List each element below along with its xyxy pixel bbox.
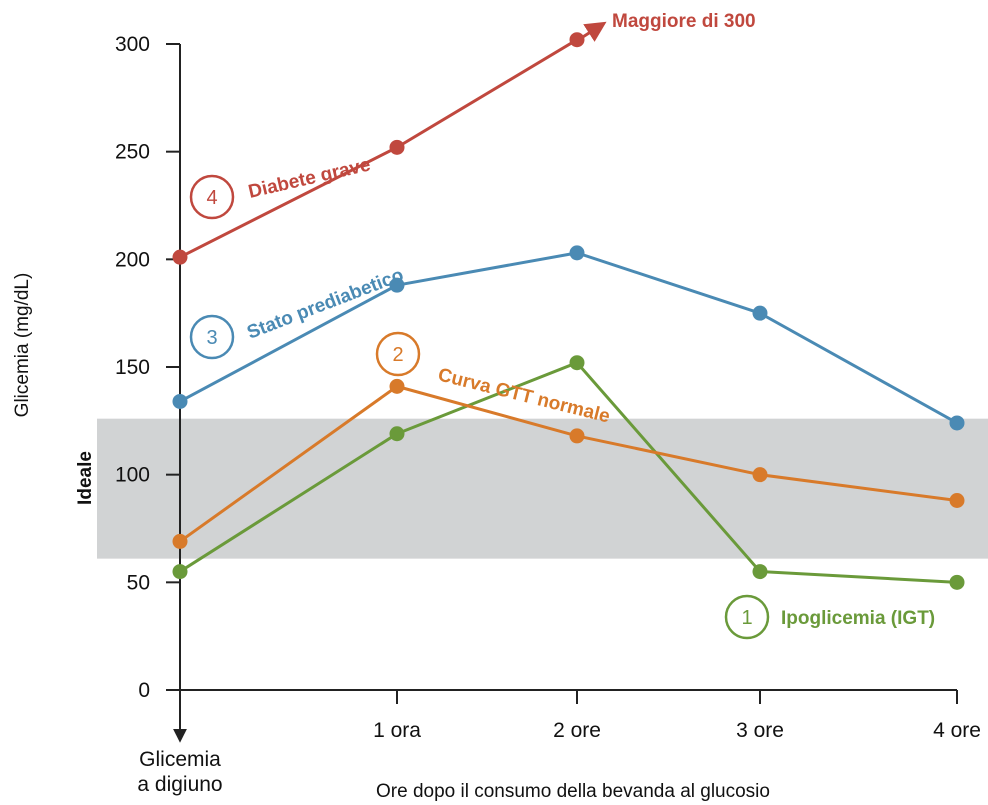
series-point-4 xyxy=(172,249,188,265)
exceeds-300-arrow xyxy=(574,21,607,44)
series-point-3 xyxy=(389,277,405,293)
series-1-tag: 1 Ipoglicemia (IGT) xyxy=(724,594,935,640)
series-point-1 xyxy=(172,564,188,580)
y-ticks: 0 50 100 150 200 250 300 xyxy=(115,33,180,702)
x-tick-label: 1 ora xyxy=(373,719,421,742)
series-point-3 xyxy=(172,393,188,409)
series-point-2 xyxy=(752,467,768,483)
series-point-2 xyxy=(172,533,188,549)
y-tick-label: 200 xyxy=(115,248,150,271)
series-point-3 xyxy=(949,415,965,431)
y-tick-label: 250 xyxy=(115,141,150,164)
series-1-badge xyxy=(724,594,770,640)
x-tick-label: a digiuno xyxy=(137,773,222,796)
series-4-badge-number: 4 xyxy=(206,187,217,209)
y-tick-label: 150 xyxy=(115,356,150,379)
series-1-label: Ipoglicemia (IGT) xyxy=(781,608,935,629)
series-layer xyxy=(172,32,965,590)
series-3-badge xyxy=(189,314,235,360)
x-tick-label: 3 ore xyxy=(736,719,784,742)
series-point-3 xyxy=(569,245,585,261)
series-point-1 xyxy=(569,355,585,371)
ideal-band-label: Ideale xyxy=(75,451,96,505)
y-tick-label: 0 xyxy=(138,679,150,702)
y-tick-label: 50 xyxy=(127,571,150,594)
series-3-badge-number: 3 xyxy=(206,327,217,349)
x-tick-label: Glicemia xyxy=(139,748,221,771)
exceeds-300-label: Maggiore di 300 xyxy=(612,11,756,32)
x-tick-label: 4 ore xyxy=(933,719,981,742)
y-tick-label: 100 xyxy=(115,464,150,487)
series-2-badge-number: 2 xyxy=(392,344,403,366)
series-line-4 xyxy=(179,38,578,259)
series-point-1 xyxy=(752,564,768,580)
x-tick-label: 2 ore xyxy=(553,719,601,742)
series-point-4 xyxy=(389,139,405,155)
series-3-tag: 3 Stato prediabetico xyxy=(189,265,407,360)
ideal-range-band xyxy=(97,418,988,559)
y-tick-label: 300 xyxy=(115,33,150,56)
series-point-1 xyxy=(949,574,965,590)
axes xyxy=(173,44,957,743)
series-4-badge xyxy=(189,174,235,220)
series-2-badge xyxy=(375,331,421,377)
series-3-label: Stato prediabetico xyxy=(244,265,406,344)
x-axis-label: Ore dopo il consumo della bevanda al glu… xyxy=(376,781,770,802)
series-point-2 xyxy=(389,378,405,394)
series-4-tag: 4 Diabete grave xyxy=(189,154,373,220)
series-point-1 xyxy=(389,426,405,442)
series-1-badge-number: 1 xyxy=(741,607,752,629)
series-point-2 xyxy=(569,428,585,444)
y-axis-label: Glicemia (mg/dL) xyxy=(12,273,33,418)
series-4-label: Diabete grave xyxy=(246,154,372,202)
series-point-3 xyxy=(752,305,768,321)
series-point-2 xyxy=(949,493,965,509)
